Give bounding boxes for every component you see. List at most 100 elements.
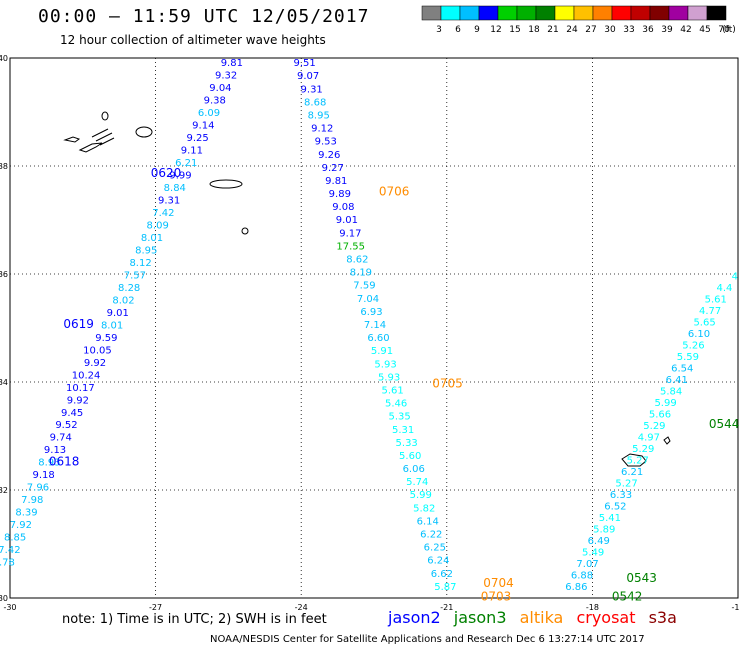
wave-height-value: 9.59 bbox=[95, 333, 117, 344]
wave-height-value: 9.01 bbox=[107, 308, 129, 319]
page-title: 00:00 – 11:59 UTC 12/05/2017 bbox=[38, 6, 370, 27]
wave-height-value: 6.14 bbox=[417, 516, 439, 527]
wave-height-value: 8.95 bbox=[308, 110, 330, 121]
pass-label-jason2: 0618 bbox=[49, 455, 80, 469]
island-porto-santo bbox=[663, 436, 671, 445]
wave-height-value: 9.92 bbox=[67, 395, 89, 406]
wave-height-value: 5.49 bbox=[582, 547, 604, 558]
wave-height-value: 6.06 bbox=[403, 464, 425, 475]
island-corvo-flores bbox=[101, 111, 109, 121]
wave-height-value: 9.01 bbox=[336, 215, 358, 226]
island-outlines bbox=[63, 111, 671, 467]
pass-label-jason3: 0544 bbox=[709, 417, 740, 431]
wave-height-value: 8.02 bbox=[112, 295, 134, 306]
pass-label-altika: 0706 bbox=[379, 185, 410, 199]
wave-height-value: 6.10 bbox=[688, 329, 710, 340]
wave-height-value: 8.95 bbox=[135, 245, 157, 256]
wave-height-value: 6.21 bbox=[621, 467, 643, 478]
wave-height-value: 5.91 bbox=[371, 346, 393, 357]
wave-height-value: 5.89 bbox=[593, 524, 615, 535]
wave-height-value: 4 bbox=[732, 271, 738, 282]
pass-label-altika: 0703 bbox=[481, 590, 512, 604]
colorbar-tick-label: 3 bbox=[436, 25, 442, 35]
island-sao-jorge bbox=[78, 142, 103, 153]
wave-height-value: 10.05 bbox=[83, 345, 112, 356]
wave-height-value: 6.60 bbox=[367, 333, 389, 344]
wave-height-value: 9.18 bbox=[33, 470, 55, 481]
wave-height-value: 7.59 bbox=[353, 281, 375, 292]
wave-height-value: 9.31 bbox=[301, 84, 323, 95]
wave-height-value: 9.92 bbox=[84, 358, 106, 369]
wave-height-value: 9.04 bbox=[209, 83, 231, 94]
colorbar-swatch bbox=[440, 5, 461, 21]
wave-height-value: 10.24 bbox=[72, 370, 101, 381]
wave-height-value: 6.41 bbox=[666, 375, 688, 386]
colorbar-tick-label: 42 bbox=[680, 25, 691, 35]
wave-height-value: 9.08 bbox=[332, 202, 354, 213]
wave-height-value: 9.17 bbox=[339, 228, 361, 239]
colorbar-tick-label: 9 bbox=[474, 25, 480, 35]
wave-height-value: 5.46 bbox=[385, 399, 407, 410]
wave-height-value: 5.74 bbox=[406, 477, 428, 488]
colorbar-tick-label: 6 bbox=[455, 25, 461, 35]
colorbar-tick-label: 45 bbox=[699, 25, 710, 35]
y-tick-label: 30 bbox=[0, 594, 8, 603]
wave-height-value: 6.54 bbox=[671, 363, 693, 374]
colorbar-unit: (ft) bbox=[722, 25, 736, 35]
x-tick-label: -24 bbox=[295, 603, 308, 612]
track-east: 44.45.614.775.656.105.265.596.546.415.84… bbox=[565, 271, 738, 593]
colorbar-swatch bbox=[668, 5, 689, 21]
pass-label-jason2: 0620 bbox=[151, 166, 182, 180]
wave-height-value: 5.26 bbox=[682, 340, 704, 351]
wave-height-value: 8.85 bbox=[4, 533, 26, 544]
colorbar-tick-label: 15 bbox=[509, 25, 520, 35]
satellite-legend: jason2 jason3 altika cryosat s3a bbox=[388, 608, 685, 627]
footnote: note: 1) Time is in UTC; 2) SWH is in fe… bbox=[62, 612, 327, 627]
colorbar-swatch bbox=[497, 5, 518, 21]
colorbar-swatch bbox=[611, 5, 632, 21]
wave-height-value: 5.84 bbox=[660, 386, 682, 397]
wave-height-value: 6.24 bbox=[427, 556, 449, 567]
wave-height-value: 9.27 bbox=[322, 163, 344, 174]
colorbar-tick-label: 27 bbox=[585, 25, 596, 35]
wave-height-value: 6.21 bbox=[175, 158, 197, 169]
wave-height-value: 7.96 bbox=[27, 483, 49, 494]
wave-height-value: 7.07 bbox=[576, 559, 598, 570]
wave-height-value: 6.86 bbox=[565, 582, 587, 593]
colorbar-tick-label: 36 bbox=[642, 25, 654, 35]
colorbar-swatch bbox=[649, 5, 670, 21]
wave-height-value: 17.55 bbox=[336, 241, 365, 252]
wave-height-value: 5.27 bbox=[615, 478, 637, 489]
x-tick-label: -21 bbox=[440, 603, 453, 612]
wave-height-value: 5.41 bbox=[599, 513, 621, 524]
x-tick-label: -15 bbox=[731, 603, 740, 612]
legend-cryosat: cryosat bbox=[576, 608, 636, 627]
colorbar-swatch bbox=[554, 5, 575, 21]
wave-height-value: 5.60 bbox=[399, 451, 421, 462]
wave-height-value: 5.33 bbox=[396, 438, 418, 449]
colorbar: 3 6 9 12 15 18 21 24 27 30 33 36 39 42 45 70(ft) bbox=[421, 5, 736, 35]
wave-height-value: 5.87 bbox=[434, 582, 456, 593]
colorbar-tick-label: 70 bbox=[718, 25, 730, 35]
y-tick-label: 32 bbox=[0, 486, 8, 495]
wave-height-value: 4.97 bbox=[638, 432, 660, 443]
wave-height-value: 7.92 bbox=[10, 520, 32, 531]
wave-height-value: 5.29 bbox=[632, 444, 654, 455]
x-tick-label: -18 bbox=[586, 603, 599, 612]
legend-jason3: jason3 bbox=[453, 608, 507, 627]
wave-height-value: 10.17 bbox=[66, 383, 95, 394]
pass-label-jason3: 0542 bbox=[612, 590, 643, 604]
colorbar-swatch bbox=[706, 5, 727, 21]
wave-height-value: 5.31 bbox=[392, 425, 414, 436]
wave-height-value: 9.14 bbox=[192, 121, 214, 132]
wave-height-value: 8.09 bbox=[147, 220, 169, 231]
wave-height-value: 8.01 bbox=[141, 233, 163, 244]
track-central: 9.51 9.07 9.31 8.68 8.95 9.12 9.53 9.26 9.27 9.81… bbox=[293, 58, 456, 593]
wave-height-value: 9.51 bbox=[293, 58, 315, 69]
colorbar-tick-label: 12 bbox=[490, 25, 501, 35]
wave-height-value: 8.68 bbox=[304, 97, 326, 108]
colorbar-swatch bbox=[516, 5, 537, 21]
map-frame bbox=[9, 57, 739, 599]
wave-height-value: 9.13 bbox=[44, 445, 66, 456]
wave-height-value: 5.93 bbox=[378, 372, 400, 383]
